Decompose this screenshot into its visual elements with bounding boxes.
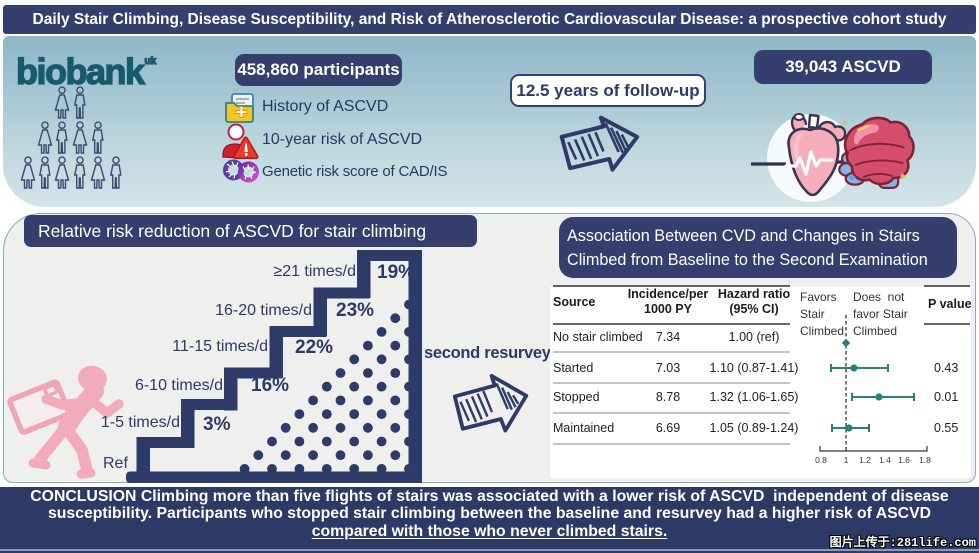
svg-text:1: 1 <box>844 455 849 465</box>
svg-text:1.2: 1.2 <box>859 455 871 465</box>
svg-text:1.6: 1.6 <box>898 455 910 465</box>
svg-text:1.4: 1.4 <box>879 455 891 465</box>
svg-text:1.8: 1.8 <box>919 455 931 465</box>
svg-text:0.8: 0.8 <box>815 455 827 465</box>
